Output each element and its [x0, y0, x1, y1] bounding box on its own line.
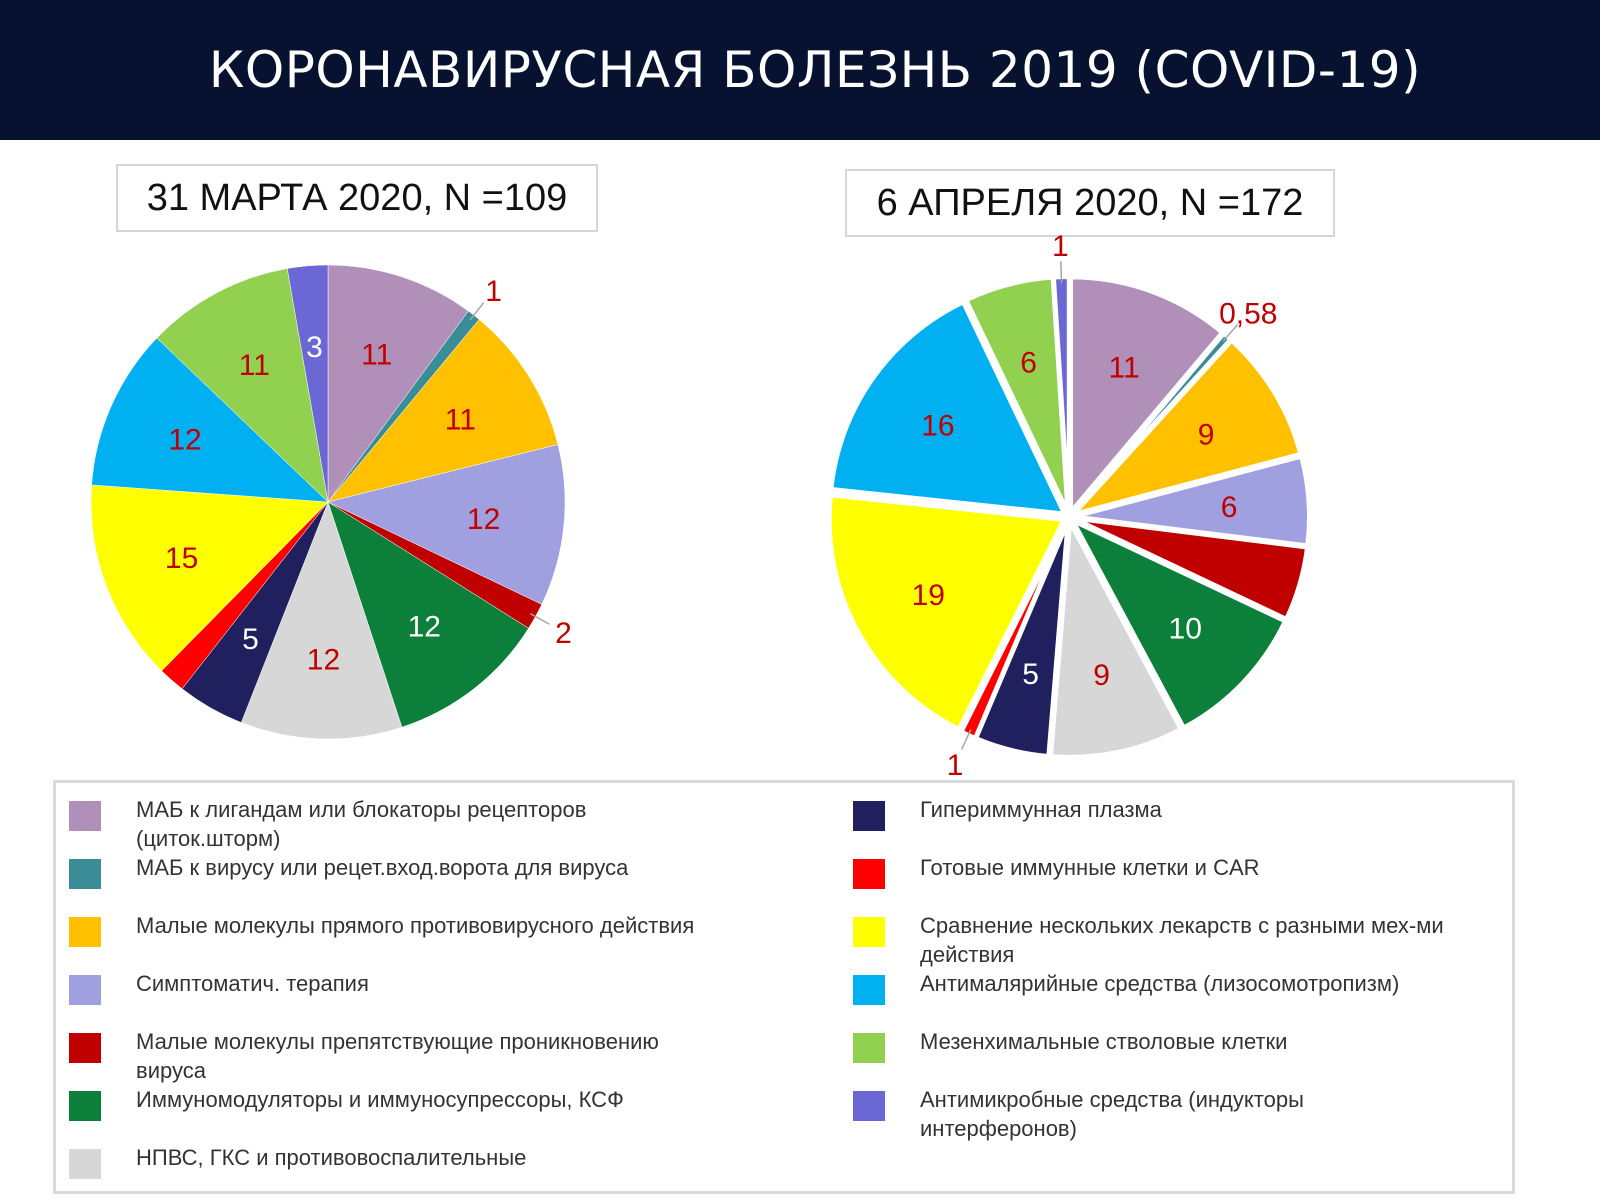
- pie-slice: [156, 268, 329, 503]
- pie-slice: [327, 264, 469, 503]
- legend-item: Сравнение нескольких лекарств с разными …: [853, 913, 1520, 969]
- data-label: 11: [239, 349, 270, 382]
- legend-label: Гипериммунная плазма: [920, 797, 1162, 822]
- leader-line: [960, 729, 972, 750]
- pie-slice: [829, 299, 1068, 516]
- page-title: КОРОНАВИРУСНАЯ БОЛЕЗНЬ 2019 (COVID-19): [208, 41, 1422, 99]
- pie-slice: [327, 501, 529, 728]
- legend-swatch: [69, 1149, 101, 1179]
- legend-item: МАБ к вирусу или рецет.вход.ворота для в…: [69, 855, 736, 889]
- pie-slice: [827, 493, 1067, 732]
- data-label: 12: [467, 503, 500, 536]
- legend-item: НПВС, ГКС и противовоспалительные: [69, 1145, 736, 1179]
- data-label: 5: [1215, 547, 1232, 580]
- leader-line: [529, 612, 550, 625]
- data-label: 12: [408, 610, 441, 643]
- legend-item: Готовые иммунные клетки и CAR: [853, 855, 1540, 889]
- data-label: 5: [242, 623, 259, 656]
- data-label: 15: [165, 542, 198, 575]
- pie-slice: [327, 319, 559, 503]
- leader-line: [469, 302, 485, 321]
- pie-slice: [1048, 515, 1184, 759]
- pie-slice: [1068, 516, 1288, 731]
- chart-1-title: 31 МАРТА 2020, N =109: [116, 164, 598, 232]
- legend-swatch: [853, 859, 885, 889]
- legend-swatch: [853, 917, 885, 947]
- data-label: 11: [1109, 351, 1140, 384]
- data-label: 10: [1169, 613, 1202, 646]
- legend-label: Готовые иммунные клетки и CAR: [920, 855, 1260, 880]
- pie-slice: [327, 444, 566, 605]
- legend-label: Мезенхимальные стволовые клетки: [920, 1029, 1288, 1054]
- title-bar: КОРОНАВИРУСНАЯ БОЛЕЗНЬ 2019 (COVID-19): [0, 0, 1600, 140]
- data-label: 9: [1093, 659, 1110, 692]
- legend-swatch: [69, 917, 101, 947]
- legend-label: Антимикробные средства (индукторы интерф…: [920, 1087, 1304, 1141]
- data-label: 1: [1052, 230, 1069, 263]
- legend-swatch: [853, 801, 885, 831]
- legend-item: Малые молекулы препятствующие проникнове…: [69, 1029, 726, 1085]
- data-label: 3: [306, 331, 323, 364]
- legend-label: Антималярийные средства (лизосомотропизм…: [920, 971, 1400, 996]
- legend-label: МАБ к лигандам или блокаторы рецепторов …: [136, 797, 587, 851]
- legend-item: Антималярийные средства (лизосомотропизм…: [853, 971, 1520, 1005]
- legend-swatch: [853, 1091, 885, 1121]
- legend-item: Мезенхимальные стволовые клетки: [853, 1029, 1520, 1063]
- legend-swatch: [69, 859, 101, 889]
- pie-slice: [1074, 454, 1311, 548]
- pie-slice: [90, 484, 329, 672]
- legend-swatch: [69, 1033, 101, 1063]
- data-label: 11: [361, 338, 392, 371]
- data-label: 2: [555, 617, 572, 650]
- legend-label: Малые молекулы прямого противовирусного …: [136, 913, 695, 938]
- legend-swatch: [69, 975, 101, 1005]
- legend-swatch: [69, 801, 101, 831]
- pie-slice: [240, 501, 403, 740]
- legend-item: Гипериммунная плазма: [853, 797, 1540, 831]
- data-label: 12: [307, 643, 340, 676]
- pie-slice: [91, 337, 329, 503]
- pie-slice: [1068, 337, 1303, 518]
- legend-item: Симптоматич. терапия: [69, 971, 696, 1005]
- legend-swatch: [69, 1091, 101, 1121]
- data-label: 6: [1221, 491, 1238, 524]
- data-label: 9: [1198, 419, 1215, 452]
- legend-label: Иммуномодуляторы и иммуносупрессоры, КСФ: [136, 1087, 624, 1112]
- legend-item: МАБ к лигандам или блокаторы рецепторов …: [69, 797, 716, 853]
- pie-slice: [1069, 275, 1225, 517]
- data-label: 1: [485, 275, 502, 308]
- legend: МАБ к лигандам или блокаторы рецепторов …: [53, 780, 1515, 1194]
- data-label: 1: [947, 749, 964, 782]
- data-label: 6: [1020, 347, 1037, 380]
- leader-line: [1222, 323, 1239, 342]
- data-label: 19: [912, 579, 945, 612]
- legend-item: Иммуномодуляторы и иммуносупрессоры, КСФ: [69, 1087, 736, 1121]
- data-label: 5: [1022, 658, 1039, 691]
- pie-slice: [286, 264, 329, 503]
- legend-label: Симптоматич. терапия: [136, 971, 369, 996]
- legend-swatch: [853, 975, 885, 1005]
- legend-label: НПВС, ГКС и противовоспалительные: [136, 1145, 527, 1170]
- legend-item: Малые молекулы прямого противовирусного …: [69, 913, 696, 947]
- data-label: 11: [445, 404, 476, 437]
- legend-swatch: [853, 1033, 885, 1063]
- data-label: 16: [921, 409, 954, 442]
- legend-label: Малые молекулы препятствующие проникнове…: [136, 1029, 659, 1083]
- pie-slice: [1073, 516, 1310, 622]
- legend-label: Сравнение нескольких лекарств с разными …: [920, 913, 1444, 967]
- leader-line: [1060, 261, 1063, 284]
- data-label: 0,58: [1219, 297, 1277, 330]
- legend-item: Антимикробные средства (индукторы интерф…: [853, 1087, 1360, 1143]
- chart-2-title: 6 АПРЕЛЯ 2020, N =172: [845, 169, 1335, 237]
- data-label: 12: [168, 424, 201, 457]
- legend-label: МАБ к вирусу или рецет.вход.ворота для в…: [136, 855, 629, 880]
